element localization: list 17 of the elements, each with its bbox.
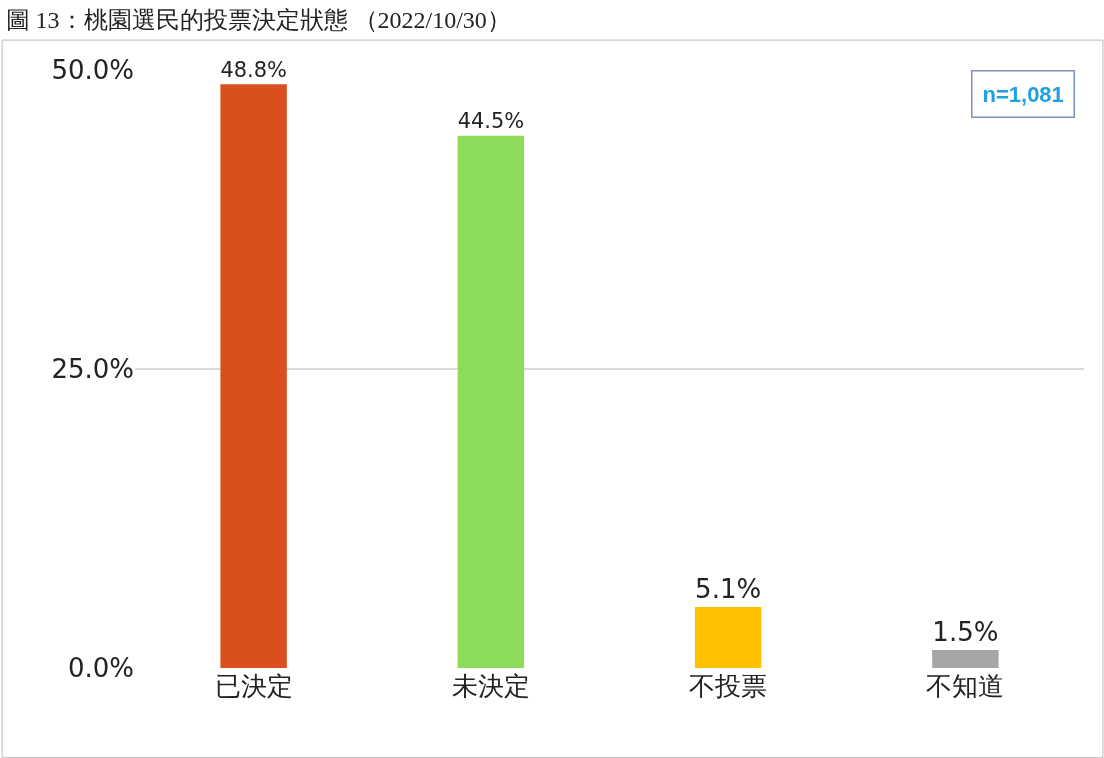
x-tick-label: 未決定 bbox=[451, 671, 530, 701]
bar bbox=[457, 135, 525, 668]
y-tick-label: 25.0% bbox=[51, 354, 134, 385]
x-tick-label: 不投票 bbox=[689, 671, 768, 701]
x-tick-label: 已決定 bbox=[214, 671, 293, 701]
y-tick-label: 50.0% bbox=[51, 55, 134, 86]
chart-title: 圖 13：桃園選民的投票決定狀態 （2022/10/30） bbox=[5, 7, 511, 34]
x-tick-label: 不知道 bbox=[926, 671, 1005, 701]
data-label: 1.5% bbox=[932, 617, 999, 648]
data-label: 48.8% bbox=[220, 57, 287, 82]
y-tick-label: 0.0% bbox=[67, 653, 134, 684]
bar bbox=[694, 607, 762, 668]
annotation: n=1,081 bbox=[982, 81, 1064, 107]
data-label: 5.1% bbox=[695, 574, 762, 604]
bar bbox=[932, 650, 999, 668]
data-label: 44.5% bbox=[457, 108, 525, 133]
bar bbox=[220, 84, 287, 668]
